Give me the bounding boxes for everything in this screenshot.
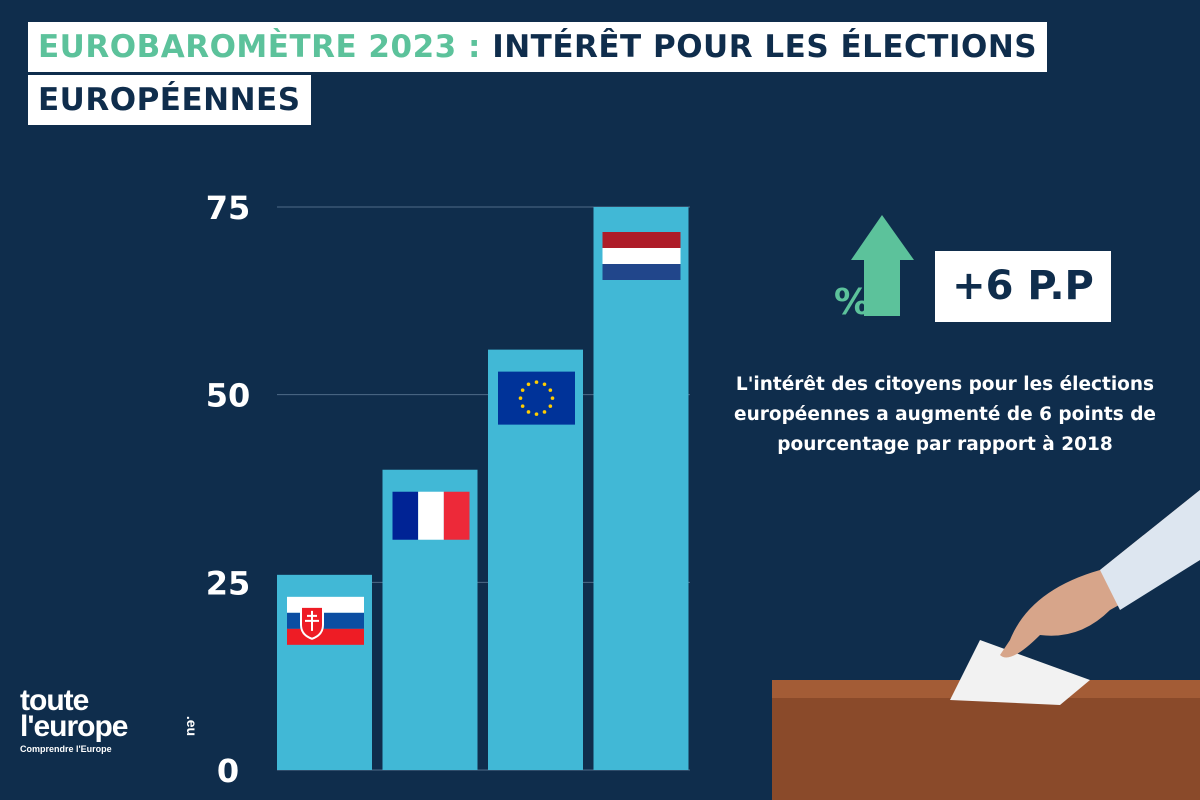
title-highlight: EUROBAROMÈTRE 2023 : <box>38 29 481 65</box>
chart-title-line-2: EUROPÉENNES <box>28 75 311 125</box>
logo-suffix: .eu <box>184 715 201 737</box>
flag-eu-icon <box>498 371 575 425</box>
bar-flag-netherlands <box>593 207 689 770</box>
title-rest: INTÉRÊT POUR LES ÉLECTIONS <box>480 29 1038 65</box>
flag-slovakia-icon <box>287 596 364 645</box>
logo-tagline: Comprendre l'Europe <box>20 744 112 754</box>
flag-netherlands-icon <box>602 232 681 280</box>
y-tick-label: 50 <box>206 377 251 415</box>
increase-description: L'intérêt des citoyens pour les élection… <box>734 374 1156 455</box>
logo-line2: l'europe <box>20 710 128 743</box>
logo-line1: toute <box>20 684 89 717</box>
toute-leurope-logo[interactable]: toute l'europe .eu Comprendre l'Europe <box>20 684 200 755</box>
y-tick-label: 25 <box>206 564 251 602</box>
flag-france-icon <box>392 491 470 540</box>
increase-value: +6 P.P <box>935 251 1111 322</box>
percent-up-arrow-icon: % <box>834 215 914 323</box>
svg-text:%: % <box>834 282 870 323</box>
y-tick-label: 75 <box>206 189 251 227</box>
chart-title-line-1: EUROBAROMÈTRE 2023 : INTÉRÊT POUR LES ÉL… <box>28 22 1048 72</box>
y-tick-label: 0 <box>217 752 239 790</box>
ballot-box-illustration <box>772 490 1200 800</box>
